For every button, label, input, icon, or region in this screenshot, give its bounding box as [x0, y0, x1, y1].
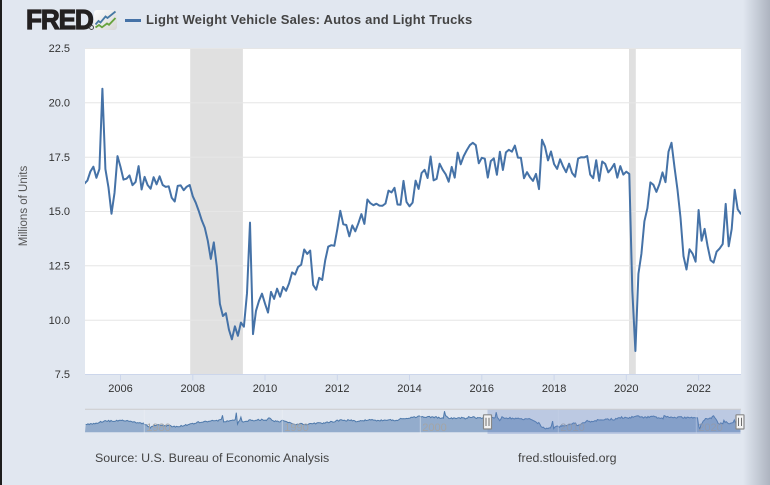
svg-text:2010: 2010: [253, 383, 277, 395]
svg-text:15.0: 15.0: [49, 206, 70, 218]
svg-text:2006: 2006: [108, 383, 132, 395]
svg-text:7.5: 7.5: [55, 369, 70, 381]
svg-text:20.0: 20.0: [49, 98, 70, 110]
svg-text:Millions of Units: Millions of Units: [18, 165, 30, 246]
svg-text:2010: 2010: [560, 422, 584, 434]
svg-text:2020: 2020: [698, 422, 722, 434]
svg-text:12.5: 12.5: [49, 261, 70, 273]
svg-text:2008: 2008: [181, 383, 205, 395]
svg-text:2020: 2020: [614, 383, 638, 395]
svg-text:2018: 2018: [542, 383, 566, 395]
svg-text:17.5: 17.5: [49, 152, 70, 164]
svg-text:2014: 2014: [397, 383, 421, 395]
svg-text:10.0: 10.0: [49, 315, 70, 327]
svg-text:22.5: 22.5: [49, 43, 70, 55]
svg-text:1980: 1980: [146, 422, 170, 434]
svg-text:1990: 1990: [284, 422, 308, 434]
svg-text:2000: 2000: [422, 422, 446, 434]
svg-text:2012: 2012: [325, 383, 349, 395]
svg-text:2016: 2016: [470, 383, 494, 395]
svg-text:2022: 2022: [686, 383, 710, 395]
